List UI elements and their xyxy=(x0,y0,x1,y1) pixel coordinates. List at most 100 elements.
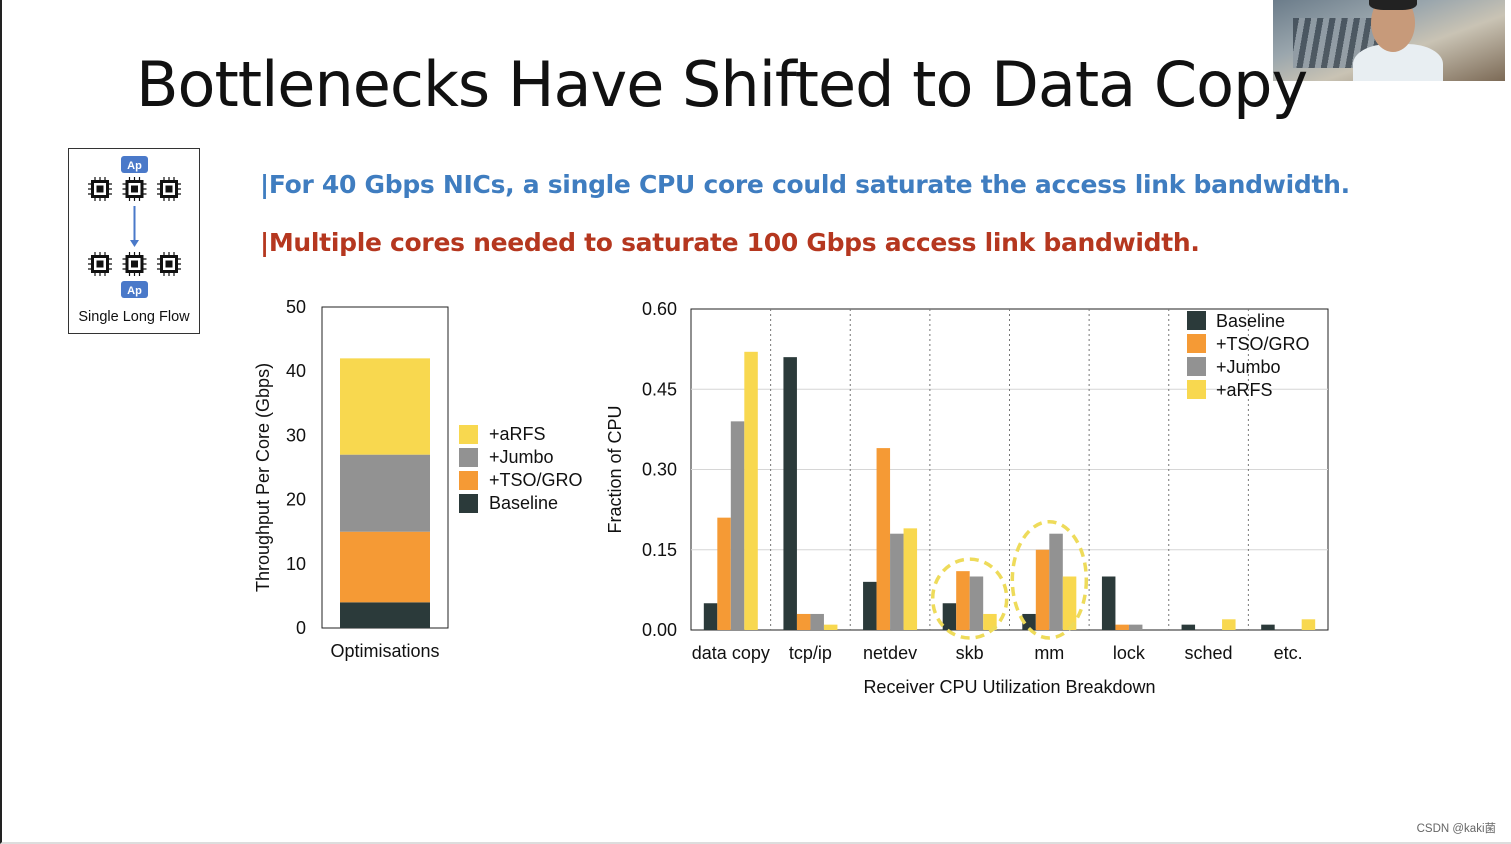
cpu-chip-core xyxy=(165,185,173,193)
cpu-chip-icon xyxy=(122,252,147,276)
x-tick-label: mm xyxy=(1034,643,1064,663)
bar xyxy=(890,533,904,630)
bar xyxy=(1062,576,1077,630)
bullet-40gbps: |For 40 Gbps NICs, a single CPU core cou… xyxy=(260,170,1350,199)
y-tick-label: 0.00 xyxy=(642,620,677,640)
highlight-circle xyxy=(930,557,1009,640)
bar xyxy=(942,603,957,630)
flow-diagram-label: Single Long Flow xyxy=(78,309,190,325)
cpu-chip-icon xyxy=(88,177,112,201)
bar xyxy=(717,517,731,630)
x-tick-label: data copy xyxy=(692,643,770,663)
legend-swatch xyxy=(459,494,478,513)
y-axis-label: Throughput Per Core (Gbps) xyxy=(253,363,273,592)
bar xyxy=(1022,613,1036,630)
cpu-chip-icon xyxy=(122,177,147,201)
highlight-circle xyxy=(1010,519,1089,640)
bar xyxy=(744,351,758,630)
y-tick-label: 0.30 xyxy=(642,460,677,480)
bar-segment xyxy=(340,531,430,603)
app-badge-top-label: Ap xyxy=(127,160,142,172)
y-tick-label: 40 xyxy=(286,361,306,381)
app-badge-top xyxy=(121,156,148,173)
x-tick-label: tcp/ip xyxy=(789,643,832,663)
legend-swatch xyxy=(1187,357,1206,376)
x-tick-label: lock xyxy=(1113,643,1146,663)
legend-label: +aRFS xyxy=(1216,380,1273,400)
bar xyxy=(1035,549,1050,630)
bar-segment xyxy=(340,358,430,455)
cpu-chip-core xyxy=(131,260,138,268)
webcam-speaker-hair xyxy=(1369,0,1417,10)
bar xyxy=(969,576,984,630)
bar xyxy=(730,421,745,630)
cpu-breakdown-chart: 0.00 0.15 0.30 0.45 0.60 data copy tcp/ip netde… xyxy=(605,299,1329,697)
legend-swatch xyxy=(459,471,478,490)
y-tick-label: 10 xyxy=(286,554,306,574)
bar xyxy=(876,448,891,630)
cpu-chip-icon xyxy=(88,252,112,276)
y-tick-label: 50 xyxy=(286,297,306,317)
slide-title: Bottlenecks Have Shifted to Data Copy xyxy=(136,48,1308,121)
bar xyxy=(1301,619,1316,630)
cpu-chip-core xyxy=(96,260,104,268)
y-tick-label: 20 xyxy=(286,490,306,510)
bar xyxy=(1222,619,1236,630)
legend-label: +TSO/GRO xyxy=(489,470,583,490)
y-axis-label: Fraction of CPU xyxy=(605,405,625,533)
y-tick-label: 0.60 xyxy=(642,299,677,319)
x-tick-label: skb xyxy=(956,643,984,663)
bar-segment xyxy=(340,602,430,628)
app-badge-bottom-label: Ap xyxy=(127,285,142,297)
bar xyxy=(823,624,838,630)
x-tick-label: sched xyxy=(1185,643,1233,663)
bar xyxy=(703,603,718,630)
legend-label: Baseline xyxy=(489,493,558,513)
flow-arrow-head-icon xyxy=(130,240,139,247)
bar xyxy=(1049,533,1063,630)
bullet-100gbps: |Multiple cores needed to saturate 100 G… xyxy=(260,228,1200,257)
legend-label: +Jumbo xyxy=(1216,357,1281,377)
bar xyxy=(903,528,918,630)
bar xyxy=(1181,624,1196,630)
y-tick-label: 0.45 xyxy=(642,379,677,399)
cpu-chip-core xyxy=(131,185,138,193)
webcam-video xyxy=(1273,0,1505,81)
legend-label: +Jumbo xyxy=(489,447,554,467)
bar xyxy=(796,613,811,630)
bar xyxy=(1261,624,1275,630)
legend-label: Baseline xyxy=(1216,311,1285,331)
y-tick-label: 30 xyxy=(286,425,306,445)
bar xyxy=(956,571,970,630)
y-tick-label: 0.15 xyxy=(642,540,677,560)
legend-label: +TSO/GRO xyxy=(1216,334,1310,354)
bar xyxy=(1101,576,1116,630)
bar-segment xyxy=(340,454,430,532)
y-tick-label: 0 xyxy=(296,618,306,638)
app-badge-bottom xyxy=(121,281,148,298)
legend-label: +aRFS xyxy=(489,424,546,444)
bar xyxy=(1128,624,1143,630)
bar xyxy=(1115,624,1129,630)
bar xyxy=(810,613,824,630)
legend-swatch xyxy=(1187,311,1206,330)
single-long-flow-diagram: Ap Ap Single Long Flow xyxy=(68,148,200,334)
throughput-stacked-chart: 0 10 20 30 40 50 Optimisations Throughput Per C… xyxy=(253,297,583,661)
cpu-chip-core xyxy=(96,185,104,193)
legend-swatch xyxy=(1187,380,1206,399)
cpu-chip-icon xyxy=(157,177,181,201)
legend-swatch xyxy=(1187,334,1206,353)
x-axis-label: Receiver CPU Utilization Breakdown xyxy=(863,677,1155,697)
watermark: CSDN @kaki菌 xyxy=(1416,823,1496,835)
x-tick-label: netdev xyxy=(863,643,917,663)
legend-swatch xyxy=(459,448,478,467)
cpu-chip-core xyxy=(165,260,173,268)
legend-swatch xyxy=(459,425,478,444)
bar xyxy=(783,357,797,630)
x-tick-label: Optimisations xyxy=(330,641,439,661)
x-tick-label: etc. xyxy=(1274,643,1303,663)
cpu-chip-icon xyxy=(157,252,181,276)
flow-diagram-graphic: Ap Ap xyxy=(88,156,181,298)
bar xyxy=(983,613,997,630)
